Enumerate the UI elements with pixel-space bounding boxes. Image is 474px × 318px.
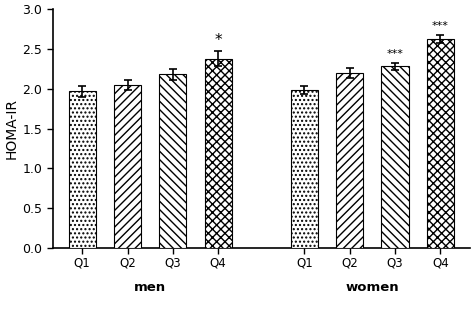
Bar bbox=[159, 74, 186, 248]
Text: ***: *** bbox=[387, 49, 403, 59]
Text: *: * bbox=[214, 33, 222, 48]
Bar bbox=[336, 73, 363, 248]
Text: women: women bbox=[346, 281, 399, 294]
Text: men: men bbox=[134, 281, 166, 294]
Y-axis label: HOMA-IR: HOMA-IR bbox=[4, 98, 18, 159]
Bar bbox=[205, 59, 232, 248]
Bar bbox=[427, 38, 454, 248]
Bar bbox=[114, 85, 141, 248]
Bar bbox=[69, 91, 96, 248]
Bar bbox=[382, 66, 409, 248]
Bar bbox=[291, 90, 318, 248]
Text: ***: *** bbox=[432, 21, 449, 31]
